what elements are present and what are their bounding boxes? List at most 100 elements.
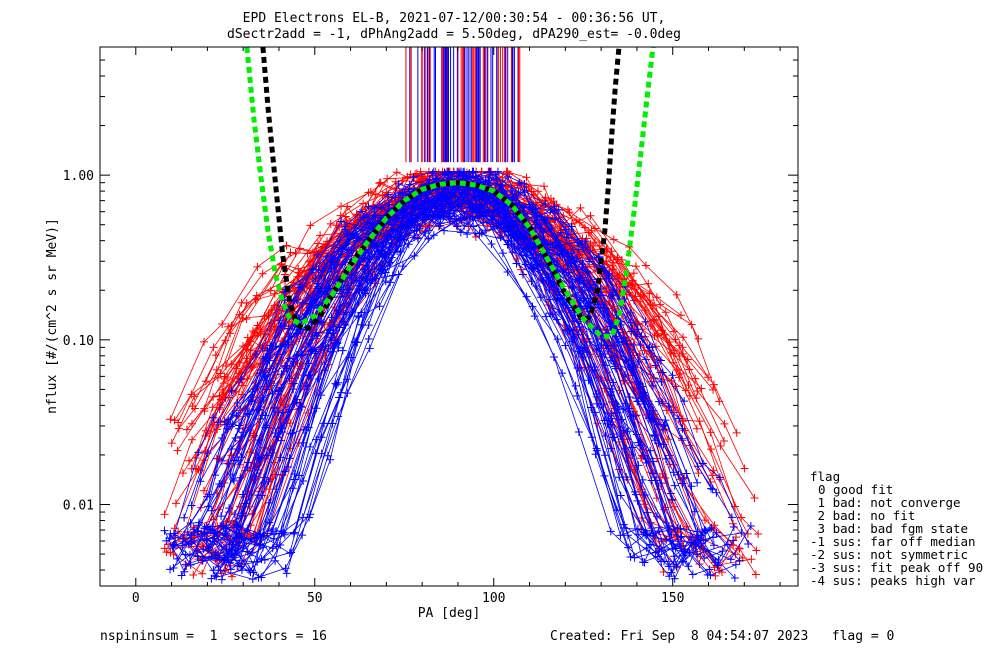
data-point-marker	[209, 566, 218, 575]
data-point-marker	[513, 221, 522, 230]
data-point-marker	[510, 213, 519, 222]
data-point-marker	[624, 358, 633, 367]
data-point-marker	[209, 413, 218, 422]
data-point-marker	[735, 556, 744, 565]
data-point-marker	[494, 200, 503, 209]
data-point-marker	[576, 203, 585, 212]
data-point-marker	[213, 425, 222, 434]
x-tick-label: 0	[132, 591, 140, 606]
data-point-marker	[554, 308, 563, 317]
data-point-marker	[299, 438, 308, 447]
data-point-marker	[460, 213, 469, 222]
data-point-marker	[414, 234, 423, 243]
data-point-marker	[557, 226, 566, 235]
data-point-marker	[412, 226, 421, 235]
data-point-marker	[368, 275, 377, 284]
data-point-marker	[329, 329, 338, 338]
data-point-marker	[543, 214, 552, 223]
data-point-marker	[672, 290, 681, 299]
chart-title-line2: dSectr2add = -1, dPhAng2add = 5.50deg, d…	[227, 27, 681, 42]
data-point-marker	[364, 202, 373, 211]
data-point-marker	[658, 399, 667, 408]
data-point-marker	[229, 476, 238, 485]
data-point-marker	[471, 229, 480, 238]
data-point-marker	[262, 451, 271, 460]
data-point-marker	[303, 381, 312, 390]
data-point-marker	[670, 481, 679, 490]
data-point-marker	[238, 544, 247, 553]
data-point-marker	[216, 395, 225, 404]
data-point-marker	[693, 386, 702, 395]
data-point-marker	[528, 302, 537, 311]
data-point-marker	[628, 443, 637, 452]
data-point-marker	[386, 278, 395, 287]
data-point-marker	[255, 455, 264, 464]
data-point-marker	[222, 523, 231, 532]
data-point-marker	[581, 237, 590, 246]
data-point-marker	[687, 482, 696, 491]
data-point-marker	[694, 469, 703, 478]
data-point-marker	[740, 464, 749, 473]
data-point-marker	[228, 474, 237, 483]
data-point-marker	[401, 185, 410, 194]
data-point-marker	[258, 344, 267, 353]
data-point-marker	[384, 190, 393, 199]
data-point-marker	[257, 573, 266, 582]
data-point-marker	[453, 167, 462, 176]
legend-title: flag	[810, 469, 840, 484]
data-point-marker	[684, 381, 693, 390]
data-point-marker	[178, 469, 187, 478]
data-point-marker	[578, 353, 587, 362]
flag-legend: flag 0 good fit 1 bad: not converge 2 ba…	[810, 469, 983, 588]
data-point-marker	[334, 378, 343, 387]
data-point-marker	[220, 556, 229, 565]
data-point-marker	[677, 532, 686, 541]
data-point-marker	[337, 202, 346, 211]
data-point-marker	[729, 536, 738, 545]
data-point-marker	[212, 365, 221, 374]
data-point-marker	[312, 328, 321, 337]
data-point-marker	[698, 459, 707, 468]
profile-lines-layer	[160, 167, 763, 584]
data-point-marker	[646, 322, 655, 331]
data-point-marker	[404, 202, 413, 211]
data-point-marker	[174, 418, 183, 427]
data-point-marker	[436, 213, 445, 222]
data-point-marker	[162, 536, 171, 545]
data-point-marker	[259, 478, 268, 487]
data-point-marker	[226, 470, 235, 479]
data-point-marker	[326, 219, 335, 228]
data-point-marker	[316, 231, 325, 240]
data-point-marker	[671, 335, 680, 344]
data-point-marker	[577, 302, 586, 311]
data-point-marker	[670, 574, 679, 583]
data-point-marker	[578, 259, 587, 268]
data-point-marker	[409, 173, 418, 182]
data-point-marker	[751, 570, 760, 579]
data-point-marker	[306, 221, 315, 230]
data-point-marker	[586, 211, 595, 220]
legend-item: 1 bad: not converge	[810, 495, 961, 510]
data-point-marker	[679, 474, 688, 483]
data-point-marker	[311, 296, 320, 305]
profile-line	[172, 171, 734, 567]
data-point-marker	[311, 449, 320, 458]
profile-series	[169, 194, 663, 549]
data-point-marker	[666, 489, 675, 498]
data-point-marker	[242, 299, 251, 308]
y-tick-label: 0.01	[63, 499, 94, 514]
data-point-marker	[642, 529, 651, 538]
data-point-marker	[575, 276, 584, 285]
data-point-marker	[308, 248, 317, 257]
data-point-marker	[357, 207, 366, 216]
data-point-marker	[553, 256, 562, 265]
data-point-marker	[237, 375, 246, 384]
data-point-marker	[707, 484, 716, 493]
data-point-marker	[178, 541, 187, 550]
data-point-marker	[656, 300, 665, 309]
data-point-marker	[189, 570, 198, 579]
data-point-marker	[394, 179, 403, 188]
data-point-marker	[392, 217, 401, 226]
data-point-marker	[253, 262, 262, 271]
data-point-marker	[629, 269, 638, 278]
